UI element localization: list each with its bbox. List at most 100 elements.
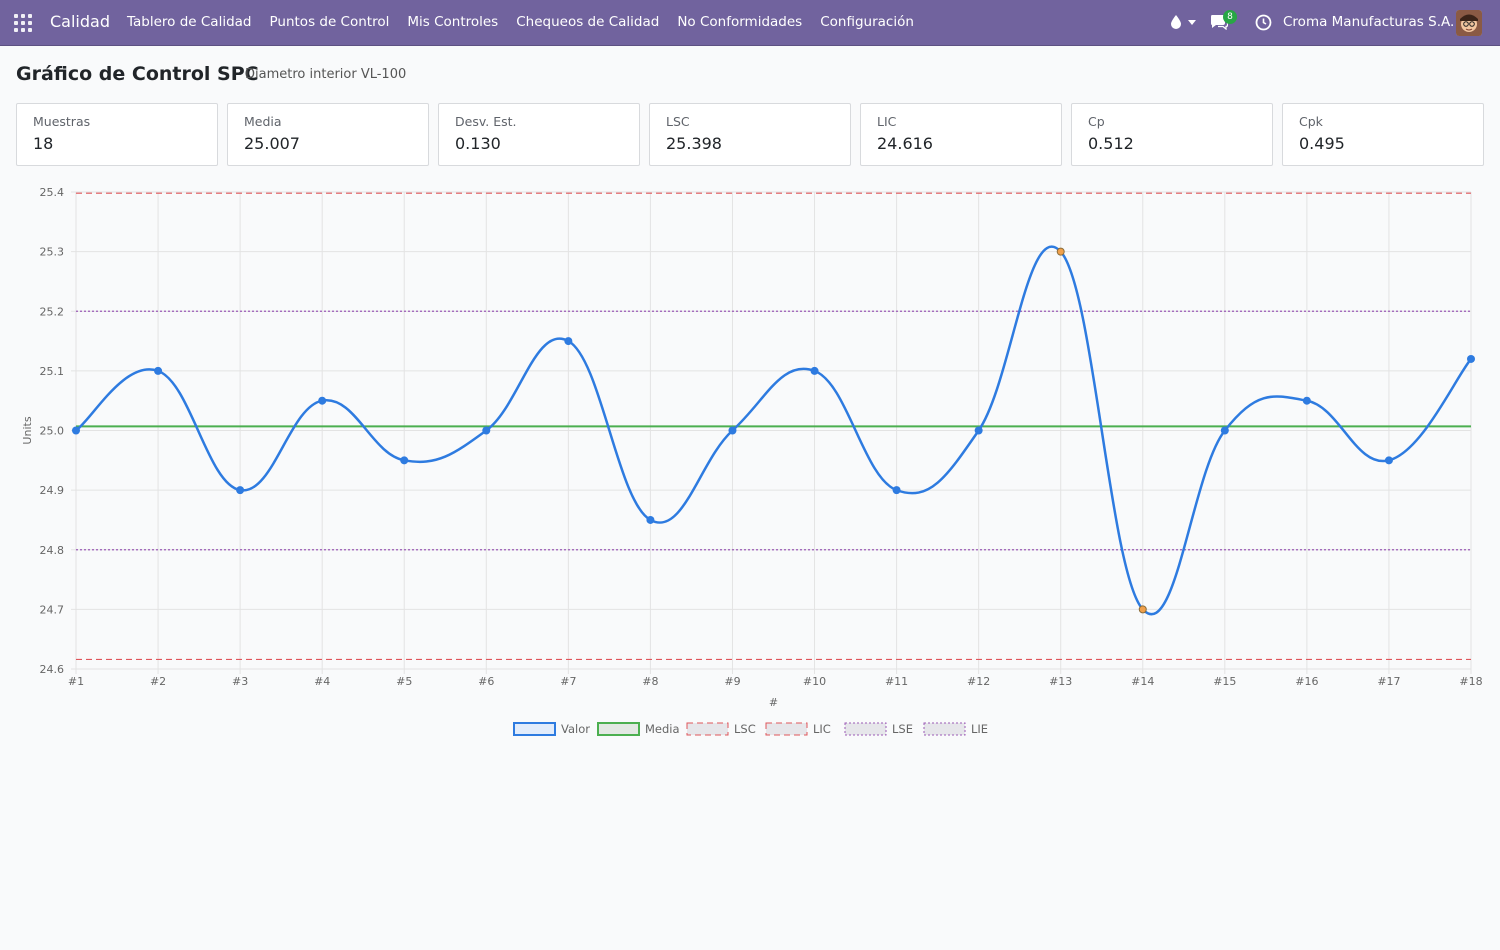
stat-value: 18 [33,134,54,153]
menu-item-configuracion[interactable]: Configuración [820,14,914,30]
stat-value: 0.512 [1088,134,1134,153]
data-point [728,426,737,435]
page-title: Gráfico de Control SPC [16,63,259,85]
stat-value: 0.495 [1299,134,1345,153]
company-switcher[interactable]: Croma Manufacturas S.A. [1283,14,1455,30]
legend-item-media: Media [597,722,680,736]
x-tick-label: #7 [560,675,576,688]
apps-menu-icon[interactable] [14,14,32,32]
x-tick-label: #10 [803,675,826,688]
legend-item-valor: Valor [513,722,590,736]
stat-value: 25.007 [244,134,300,153]
y-tick-label: 24.8 [40,544,65,557]
avatar-icon [1456,10,1482,36]
x-tick-label: #2 [150,675,166,688]
legend-label: LIE [971,722,988,736]
legend-swatch [923,722,966,736]
x-tick-label: #15 [1213,675,1236,688]
x-tick-label: #16 [1295,675,1318,688]
stat-label: LSC [666,114,690,129]
main-menu: Tablero de Calidad Puntos de Control Mis… [118,0,923,46]
menu-item-tablero[interactable]: Tablero de Calidad [127,14,252,30]
y-tick-label: 25.3 [40,246,65,259]
spc-control-chart: #1 #2 #3 #4 #5 #6 #7 #8 #9 #10 #11 #12 #13 #14 #15 #16 #… [21,186,1483,736]
stat-card-muestras: Muestras 18 [16,103,218,166]
data-point [892,486,901,495]
stat-card-cpk: Cpk 0.495 [1282,103,1484,166]
x-tick-label: #11 [885,675,908,688]
menu-item-puntos-control[interactable]: Puntos de Control [269,14,390,30]
x-tick-label: #1 [68,675,84,688]
top-navbar: Calidad Tablero de Calidad Puntos de Con… [0,0,1500,46]
drop-icon[interactable] [1170,15,1182,29]
data-point [1302,396,1311,405]
stat-label: Muestras [33,114,91,129]
stat-label: LIC [877,114,897,129]
data-point [236,486,245,495]
chat-count-badge: 8 [1223,10,1237,24]
stat-card-cp: Cp 0.512 [1071,103,1273,166]
x-tick-label: #8 [642,675,658,688]
legend-label: LIC [813,722,831,736]
legend-item-lic: LIC [765,722,831,736]
chevron-down-icon[interactable] [1188,20,1196,25]
stat-value: 0.130 [455,134,501,153]
legend-swatch [844,722,887,736]
stat-card-lsc: LSC 25.398 [649,103,851,166]
x-tick-label: #18 [1459,675,1482,688]
x-tick-label: #6 [478,675,494,688]
y-tick-label: 25.1 [40,365,65,378]
stat-label: Media [244,114,282,129]
x-tick-label: #13 [1049,675,1072,688]
x-tick-label: #14 [1131,675,1154,688]
x-axis-title: # [769,696,778,709]
y-tick-label: 25.0 [40,425,65,438]
menu-item-mis-controles[interactable]: Mis Controles [407,14,499,30]
data-point [318,396,327,405]
data-point [1056,247,1065,256]
legend-label: LSC [734,722,756,736]
legend-item-lsc: LSC [686,722,756,736]
y-tick-label: 24.7 [40,603,65,616]
stat-value: 24.616 [877,134,933,153]
stat-card-lic: LIC 24.616 [860,103,1062,166]
x-tick-label: #3 [232,675,248,688]
data-point [974,426,983,435]
stat-card-desv-est: Desv. Est. 0.130 [438,103,640,166]
data-point [810,366,819,375]
legend-swatch [686,722,729,736]
legend-swatch [765,722,808,736]
data-point [1220,426,1229,435]
data-point [400,456,409,465]
data-point [1384,456,1393,465]
x-tick-label: #5 [396,675,412,688]
y-tick-label: 25.4 [40,186,65,199]
legend-swatch [597,722,640,736]
data-point [72,426,80,435]
y-axis-title: Units [21,416,34,444]
clock-icon[interactable] [1255,14,1272,31]
data-point [1467,354,1475,363]
data-point [564,337,573,346]
stat-label: Cpk [1299,114,1323,129]
x-tick-label: #12 [967,675,990,688]
x-tick-label: #4 [314,675,330,688]
legend-item-lie: LIE [923,722,988,736]
chart-legend: Valor Media LSC LIC LSE LIE [513,722,988,736]
data-point [154,366,163,375]
y-tick-label: 25.2 [40,305,65,318]
page-subtitle: Diametro interior VL-100 [245,67,407,82]
legend-item-lse: LSE [844,722,913,736]
data-point [482,426,491,435]
menu-item-chequeos[interactable]: Chequeos de Calidad [516,14,660,30]
app-brand[interactable]: Calidad [50,12,110,31]
stat-value: 25.398 [666,134,722,153]
stat-card-media: Media 25.007 [227,103,429,166]
data-point [646,515,655,524]
legend-label: Media [645,722,680,736]
avatar[interactable] [1456,10,1482,36]
menu-item-no-conformidades[interactable]: No Conformidades [677,14,803,30]
data-point [1138,605,1147,614]
legend-swatch [513,722,556,736]
stat-label: Desv. Est. [455,114,517,129]
